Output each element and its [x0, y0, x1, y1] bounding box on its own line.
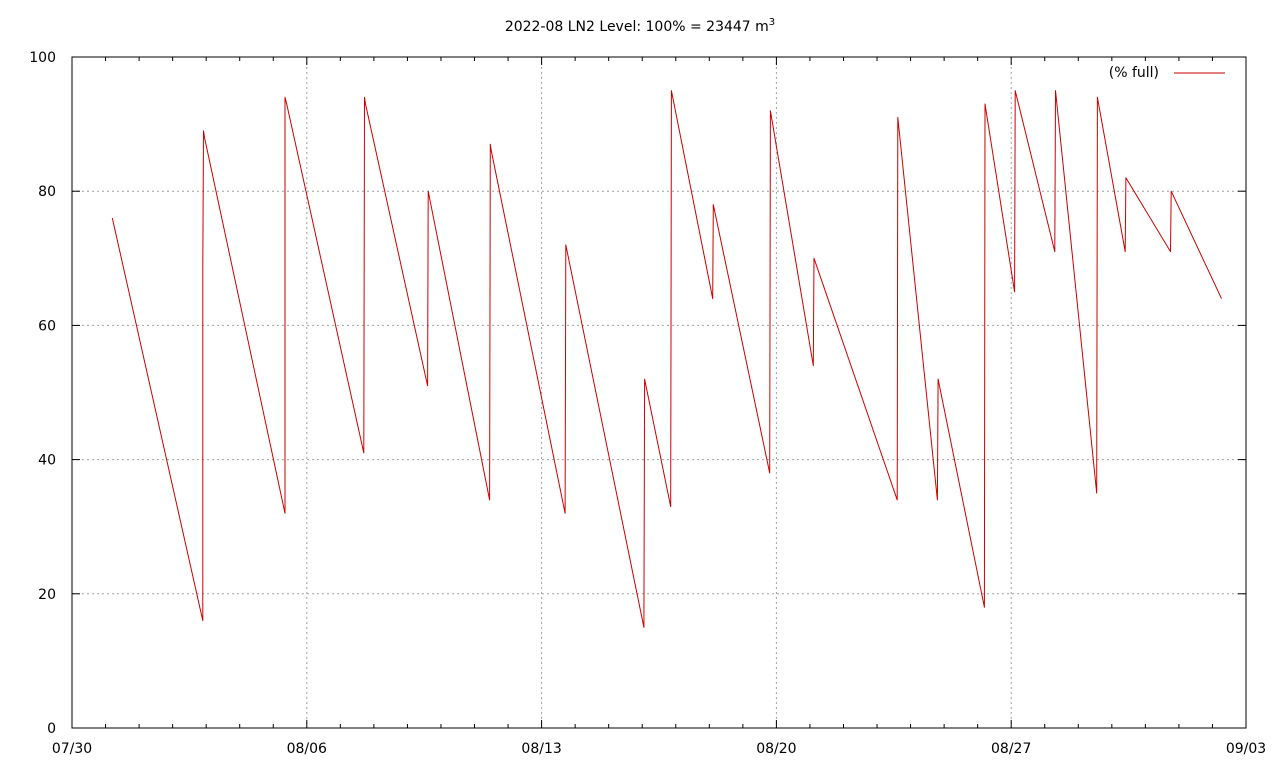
x-tick-label: 09/03: [1226, 741, 1266, 757]
x-tick-label: 08/06: [287, 741, 327, 757]
chart-title-superscript: 3: [769, 17, 775, 28]
series-layer: [111, 90, 1222, 628]
y-tick-label: 0: [47, 721, 56, 737]
x-tick-label: 08/27: [991, 741, 1031, 757]
x-tick-labels: 07/30 08/06 08/13 08/20 08/27 09/03: [52, 741, 1266, 757]
y-tick-label: 40: [38, 453, 56, 469]
x-tick-label: 08/13: [521, 741, 561, 757]
x-tick-label: 08/20: [756, 741, 796, 757]
y-tick-label: 60: [38, 318, 56, 334]
plot-border: [71, 56, 1247, 729]
y-tick-labels: 0 20 40 60 80 100: [29, 50, 56, 737]
series-line: [111, 90, 1222, 628]
legend-label: (% full): [1109, 65, 1159, 81]
axis-ticks: [71, 56, 1247, 729]
y-tick-label: 20: [38, 587, 56, 603]
y-tick-label: 80: [38, 184, 56, 200]
legend: (% full): [1109, 65, 1225, 81]
y-tick-label: 100: [29, 50, 56, 66]
x-tick-label: 07/30: [52, 741, 92, 757]
grid: [72, 57, 1246, 728]
chart-title: 2022-08 LN2 Level: 100% = 23447 m3: [505, 17, 775, 35]
